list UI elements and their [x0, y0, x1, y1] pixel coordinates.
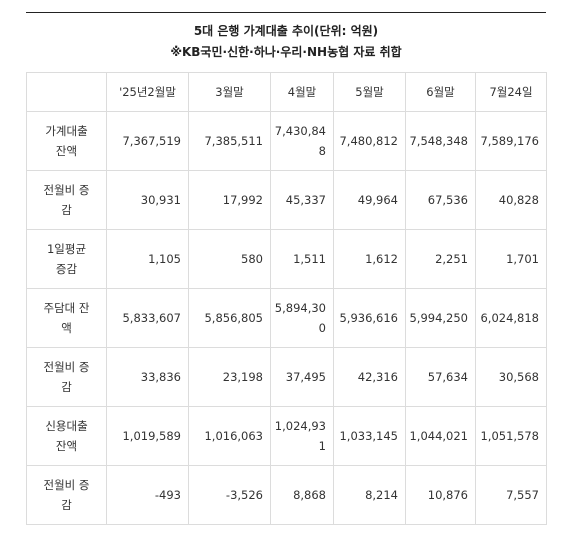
table-row: 1일평균 증감 1,105 580 1,511 1,612 2,251 1,70… [26, 229, 547, 289]
value-cell: 5,894,300 [270, 288, 334, 348]
table-row: 전월비 증감 33,836 23,198 37,495 42,316 57,63… [26, 347, 547, 407]
value-cell: 42,316 [333, 347, 406, 407]
value-cell: 2,251 [405, 229, 476, 289]
value-cell: 23,198 [188, 347, 271, 407]
row-label: 신용대출 잔액 [26, 406, 107, 466]
table-row: 가계대출 잔액 7,367,519 7,385,511 7,430,848 7,… [26, 111, 547, 171]
value-cell: -3,526 [188, 465, 271, 525]
value-cell: 7,367,519 [106, 111, 189, 171]
value-cell: 40,828 [475, 170, 547, 230]
value-cell: 7,430,848 [270, 111, 334, 171]
table-row: 전월비 증감 -493 -3,526 8,868 8,214 10,876 7,… [26, 465, 547, 525]
value-cell: 1,105 [106, 229, 189, 289]
value-cell: 1,016,063 [188, 406, 271, 466]
header-cell: 6월말 [405, 72, 476, 112]
value-cell: 5,833,607 [106, 288, 189, 348]
value-cell: 10,876 [405, 465, 476, 525]
value-cell: 580 [188, 229, 271, 289]
value-cell: 67,536 [405, 170, 476, 230]
value-cell: 5,936,616 [333, 288, 406, 348]
table-title: 5대 은행 가계대출 추이(단위: 억원) [193, 24, 379, 38]
loan-trend-table: '25년2월말 3월말 4월말 5월말 6월말 7월24일 가계대출 잔액 7,… [26, 72, 547, 525]
value-cell: -493 [106, 465, 189, 525]
row-label: 주담대 잔액 [26, 288, 107, 348]
value-cell: 37,495 [270, 347, 334, 407]
value-cell: 7,385,511 [188, 111, 271, 171]
value-cell: 33,836 [106, 347, 189, 407]
table-row: 주담대 잔액 5,833,607 5,856,805 5,894,300 5,9… [26, 288, 547, 348]
row-label: 가계대출 잔액 [26, 111, 107, 171]
value-cell: 7,557 [475, 465, 547, 525]
value-cell: 1,051,578 [475, 406, 547, 466]
value-cell: 30,931 [106, 170, 189, 230]
value-cell: 30,568 [475, 347, 547, 407]
table-row: 전월비 증감 30,931 17,992 45,337 49,964 67,53… [26, 170, 547, 230]
header-cell: 3월말 [188, 72, 271, 112]
header-cell: 5월말 [333, 72, 406, 112]
value-cell: 1,033,145 [333, 406, 406, 466]
value-cell: 1,024,931 [270, 406, 334, 466]
header-cell: 4월말 [270, 72, 334, 112]
value-cell: 7,548,348 [405, 111, 476, 171]
value-cell: 1,044,021 [405, 406, 476, 466]
value-cell: 1,701 [475, 229, 547, 289]
value-cell: 49,964 [333, 170, 406, 230]
header-cell: 7월24일 [475, 72, 547, 112]
value-cell: 1,019,589 [106, 406, 189, 466]
value-cell: 8,214 [333, 465, 406, 525]
table-source-note: ※KB국민·신한·하나·우리·NH농협 자료 취합 [170, 45, 402, 59]
row-label: 1일평균 증감 [26, 229, 107, 289]
value-cell: 5,856,805 [188, 288, 271, 348]
table-row: 신용대출 잔액 1,019,589 1,016,063 1,024,931 1,… [26, 406, 547, 466]
value-cell: 17,992 [188, 170, 271, 230]
value-cell: 57,634 [405, 347, 476, 407]
row-label: 전월비 증감 [26, 465, 107, 525]
top-divider [26, 12, 546, 13]
value-cell: 1,612 [333, 229, 406, 289]
header-cell: '25년2월말 [106, 72, 189, 112]
value-cell: 8,868 [270, 465, 334, 525]
row-label: 전월비 증감 [26, 347, 107, 407]
value-cell: 5,994,250 [405, 288, 476, 348]
row-label: 전월비 증감 [26, 170, 107, 230]
value-cell: 7,480,812 [333, 111, 406, 171]
value-cell: 6,024,818 [475, 288, 547, 348]
value-cell: 7,589,176 [475, 111, 547, 171]
header-cell [26, 72, 107, 112]
value-cell: 1,511 [270, 229, 334, 289]
value-cell: 45,337 [270, 170, 334, 230]
header-row: '25년2월말 3월말 4월말 5월말 6월말 7월24일 [26, 72, 547, 112]
